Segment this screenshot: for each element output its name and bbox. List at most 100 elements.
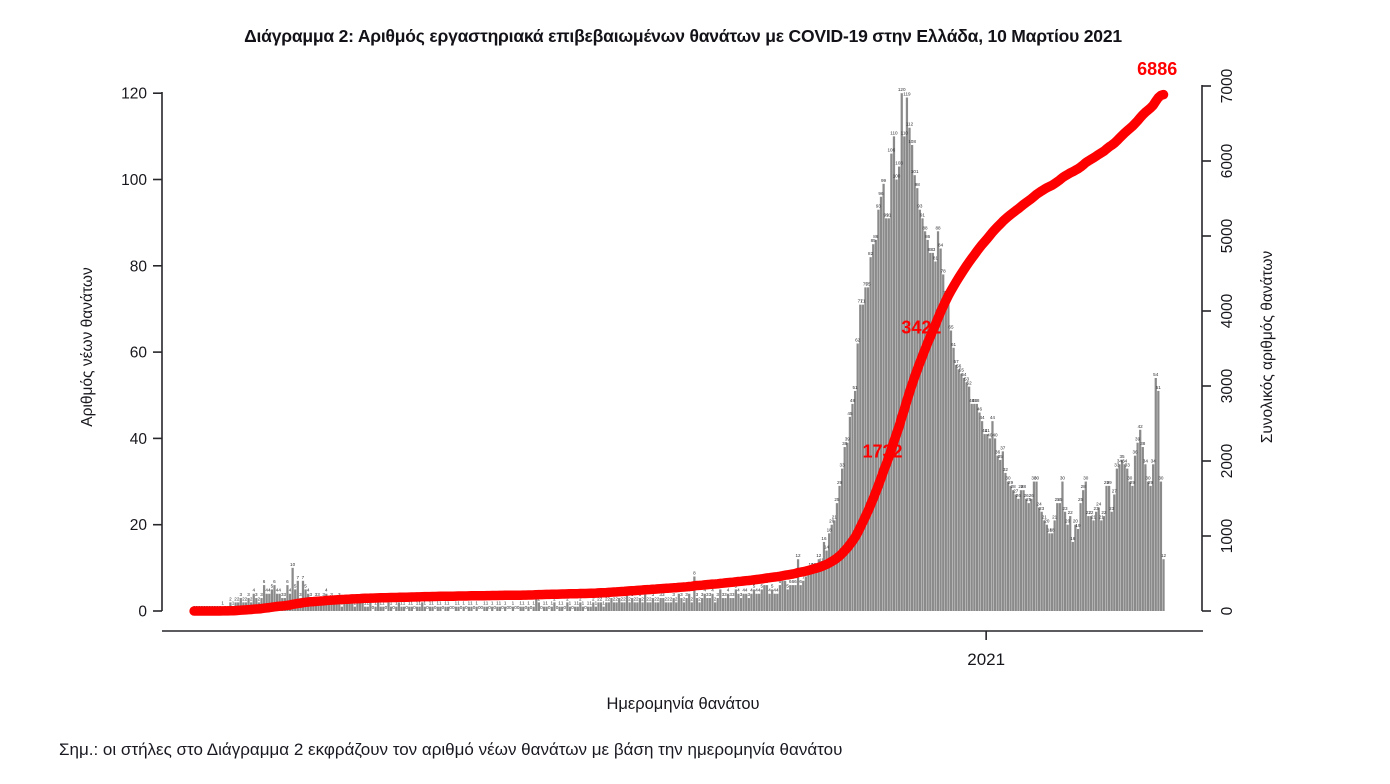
svg-text:1000: 1000 — [1219, 518, 1236, 553]
svg-text:11: 11 — [819, 558, 824, 563]
svg-text:93: 93 — [917, 204, 923, 209]
svg-text:21: 21 — [832, 514, 838, 519]
svg-text:7000: 7000 — [1219, 68, 1236, 103]
svg-text:4: 4 — [265, 588, 268, 593]
svg-text:34: 34 — [1117, 458, 1123, 463]
svg-text:83: 83 — [930, 247, 936, 252]
svg-text:0: 0 — [548, 605, 551, 610]
svg-text:3000: 3000 — [1219, 368, 1236, 403]
svg-text:1: 1 — [587, 601, 590, 606]
svg-text:2: 2 — [675, 596, 678, 601]
y-axis-title-left: Αριθμός νέων θανάτων — [79, 267, 96, 427]
svg-text:12: 12 — [795, 553, 801, 558]
svg-text:4: 4 — [307, 588, 310, 593]
svg-text:3: 3 — [322, 592, 325, 597]
svg-text:1: 1 — [436, 601, 439, 606]
svg-text:48: 48 — [972, 398, 978, 403]
svg-text:1: 1 — [457, 601, 460, 606]
svg-text:1: 1 — [595, 601, 598, 606]
svg-text:3: 3 — [672, 592, 675, 597]
svg-text:0: 0 — [488, 605, 491, 610]
svg-text:2: 2 — [597, 596, 600, 601]
svg-text:33: 33 — [840, 463, 846, 468]
svg-text:5: 5 — [294, 583, 297, 588]
svg-text:2: 2 — [600, 596, 603, 601]
svg-text:1: 1 — [429, 601, 432, 606]
svg-text:35: 35 — [998, 454, 1004, 459]
y-axis-right-ticks: 0 1000 2000 3000 4000 5000 6000 7000 — [1202, 68, 1236, 615]
svg-text:1: 1 — [532, 601, 535, 606]
svg-text:1: 1 — [569, 601, 572, 606]
svg-text:30: 30 — [1127, 476, 1133, 481]
svg-text:23: 23 — [1062, 506, 1068, 511]
svg-text:4: 4 — [745, 588, 748, 593]
chart-title: Διάγραμμα 2: Αριθμός εργαστηριακά επιβεβ… — [244, 26, 1122, 46]
svg-text:16: 16 — [821, 536, 827, 541]
svg-text:1: 1 — [382, 601, 385, 606]
svg-text:38: 38 — [842, 441, 848, 446]
svg-text:30: 30 — [1031, 476, 1037, 481]
svg-text:25: 25 — [834, 497, 840, 502]
svg-text:1: 1 — [576, 601, 579, 606]
svg-text:99: 99 — [881, 178, 887, 183]
svg-text:44: 44 — [990, 415, 996, 420]
svg-text:60: 60 — [130, 345, 148, 362]
svg-text:1: 1 — [364, 601, 367, 606]
cumulative-annotation: 3422 — [901, 318, 941, 338]
svg-text:3: 3 — [748, 592, 751, 597]
svg-text:32: 32 — [1003, 467, 1009, 472]
svg-text:1: 1 — [499, 601, 502, 606]
svg-text:0: 0 — [434, 605, 437, 610]
svg-text:45: 45 — [847, 411, 853, 416]
svg-text:22: 22 — [1068, 510, 1074, 515]
svg-text:2: 2 — [592, 596, 595, 601]
svg-text:10: 10 — [290, 562, 296, 567]
svg-text:22: 22 — [1101, 510, 1107, 515]
svg-text:4: 4 — [776, 588, 779, 593]
bars-series — [221, 93, 1165, 612]
cumulative-line — [189, 89, 1169, 616]
svg-text:54: 54 — [961, 372, 967, 377]
svg-text:1: 1 — [543, 601, 546, 606]
svg-text:4: 4 — [703, 588, 706, 593]
svg-text:1: 1 — [379, 601, 382, 606]
svg-text:4: 4 — [276, 588, 279, 593]
svg-text:0: 0 — [481, 605, 484, 610]
svg-text:2: 2 — [665, 596, 668, 601]
svg-text:3: 3 — [729, 592, 732, 597]
svg-text:51: 51 — [1156, 385, 1162, 390]
svg-text:0: 0 — [571, 605, 574, 610]
svg-text:29: 29 — [1008, 480, 1014, 485]
svg-text:40: 40 — [992, 432, 998, 437]
svg-text:112: 112 — [906, 122, 914, 127]
svg-text:36: 36 — [995, 450, 1001, 455]
svg-text:41: 41 — [985, 428, 991, 433]
svg-text:26: 26 — [1016, 493, 1022, 498]
svg-text:12: 12 — [816, 553, 822, 558]
svg-text:2: 2 — [623, 596, 626, 601]
svg-text:34: 34 — [1143, 458, 1149, 463]
svg-text:3: 3 — [680, 592, 683, 597]
svg-text:0: 0 — [449, 605, 452, 610]
svg-text:3: 3 — [338, 592, 341, 597]
svg-text:21: 21 — [1091, 514, 1097, 519]
cumulative-annotations: 1732 3422 6886 — [862, 59, 1177, 461]
svg-text:3: 3 — [317, 592, 320, 597]
svg-text:1: 1 — [558, 601, 561, 606]
svg-text:0: 0 — [385, 605, 388, 610]
svg-text:1: 1 — [403, 601, 406, 606]
svg-text:16: 16 — [1070, 536, 1076, 541]
svg-text:1: 1 — [221, 601, 224, 606]
svg-text:1: 1 — [444, 601, 447, 606]
svg-text:20: 20 — [1065, 519, 1071, 524]
svg-text:0: 0 — [584, 605, 587, 610]
svg-text:2: 2 — [245, 596, 248, 601]
svg-text:1: 1 — [551, 601, 554, 606]
svg-text:18: 18 — [1047, 527, 1053, 532]
svg-text:36: 36 — [1132, 450, 1138, 455]
svg-text:24: 24 — [1096, 501, 1102, 506]
svg-text:2: 2 — [605, 596, 608, 601]
svg-text:27: 27 — [1112, 489, 1118, 494]
svg-text:5: 5 — [271, 583, 274, 588]
svg-text:48: 48 — [974, 398, 980, 403]
